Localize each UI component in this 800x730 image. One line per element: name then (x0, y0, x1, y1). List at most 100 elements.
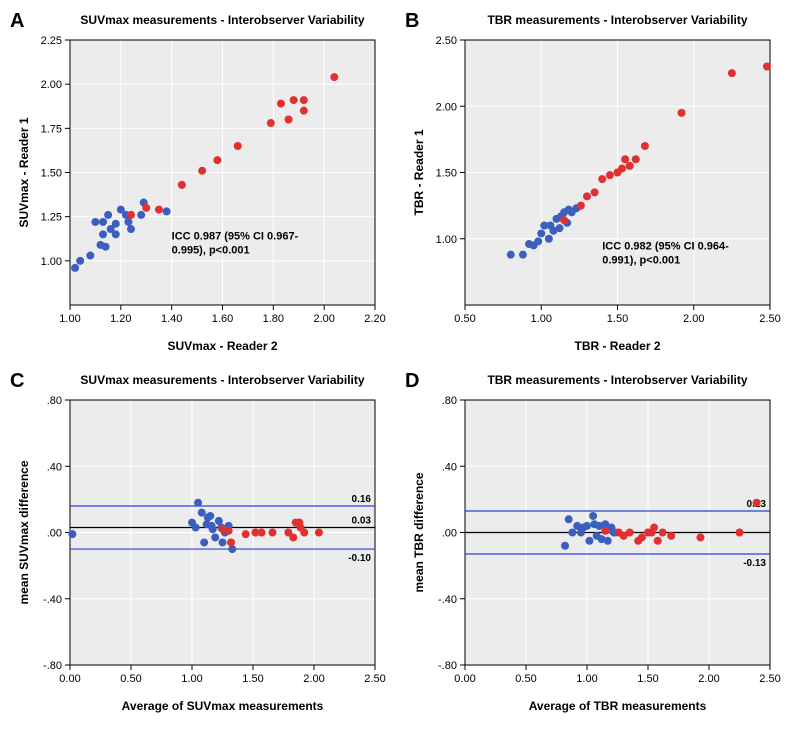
data-point (290, 96, 298, 104)
data-point (99, 230, 107, 238)
svg-text:1.80: 1.80 (263, 313, 284, 325)
svg-text:.00: .00 (442, 528, 457, 540)
data-point (289, 533, 297, 541)
chart-B: 0.501.001.502.002.501.001.502.002.50ICC … (405, 10, 790, 360)
data-point (300, 529, 308, 537)
data-point (519, 251, 527, 259)
data-point (285, 116, 293, 124)
svg-text:2.50: 2.50 (759, 673, 780, 685)
data-point (163, 207, 171, 215)
data-point (330, 73, 338, 81)
svg-text:0.16: 0.16 (352, 494, 372, 505)
svg-text:1.50: 1.50 (41, 168, 62, 180)
svg-text:.40: .40 (47, 461, 62, 473)
data-point (200, 538, 208, 546)
panel-D: D0.000.501.001.502.002.50-.80-.40.00.40.… (405, 370, 790, 720)
data-point (736, 529, 744, 537)
data-point (641, 142, 649, 150)
y-axis-label: mean SUVmax difference (17, 460, 31, 604)
data-point (601, 527, 609, 535)
data-point (626, 162, 634, 170)
data-point (267, 119, 275, 127)
y-axis-label: SUVmax - Reader 1 (17, 117, 31, 227)
svg-text:2.20: 2.20 (364, 313, 385, 325)
svg-text:.40: .40 (442, 461, 457, 473)
panel-A: A1.001.201.401.601.802.002.201.001.251.5… (10, 10, 395, 360)
data-point (194, 499, 202, 507)
svg-text:0.03: 0.03 (352, 516, 372, 527)
data-point (598, 175, 606, 183)
svg-text:2.00: 2.00 (436, 101, 457, 113)
svg-text:1.00: 1.00 (181, 673, 202, 685)
svg-text:2.50: 2.50 (436, 35, 457, 47)
data-point (258, 529, 266, 537)
data-point (102, 243, 110, 251)
data-point (104, 211, 112, 219)
data-point (561, 542, 569, 550)
data-point (589, 512, 597, 520)
panel-B: B0.501.001.502.002.501.001.502.002.50ICC… (405, 10, 790, 360)
svg-text:2.00: 2.00 (698, 673, 719, 685)
svg-text:1.00: 1.00 (436, 234, 457, 246)
data-point (604, 537, 612, 545)
data-point (315, 529, 323, 537)
svg-text:0.50: 0.50 (515, 673, 536, 685)
panel-C: C0.000.501.001.502.002.50-.80-.40.00.40.… (10, 370, 395, 720)
data-point (632, 155, 640, 163)
svg-text:2.00: 2.00 (303, 673, 324, 685)
data-point (211, 533, 219, 541)
svg-text:1.00: 1.00 (41, 256, 62, 268)
data-point (667, 532, 675, 540)
data-point (127, 225, 135, 233)
data-point (228, 545, 236, 553)
data-point (142, 204, 150, 212)
data-point (112, 230, 120, 238)
svg-text:0.50: 0.50 (120, 673, 141, 685)
chart-title: TBR measurements - Interobserver Variabi… (487, 13, 747, 27)
data-point (591, 188, 599, 196)
data-point (654, 537, 662, 545)
data-point (155, 206, 163, 214)
data-point (753, 499, 761, 507)
data-point (618, 165, 626, 173)
data-point (568, 529, 576, 537)
data-point (537, 229, 545, 237)
svg-text:.00: .00 (47, 528, 62, 540)
data-point (621, 155, 629, 163)
svg-text:-.40: -.40 (438, 594, 457, 606)
data-point (728, 69, 736, 77)
data-point (534, 237, 542, 245)
svg-text:1.00: 1.00 (59, 313, 80, 325)
data-point (585, 537, 593, 545)
svg-text:2.00: 2.00 (41, 79, 62, 91)
chart-C: 0.000.501.001.502.002.50-.80-.40.00.40.8… (10, 370, 395, 720)
data-point (545, 235, 553, 243)
svg-text:2.50: 2.50 (759, 313, 780, 325)
svg-text:1.75: 1.75 (41, 123, 62, 135)
data-point (219, 538, 227, 546)
chart-title: SUVmax measurements - Interobserver Vari… (80, 13, 364, 27)
data-point (269, 529, 277, 537)
data-point (659, 529, 667, 537)
svg-text:1.40: 1.40 (161, 313, 182, 325)
svg-text:-0.10: -0.10 (348, 553, 371, 564)
data-point (178, 181, 186, 189)
data-point (71, 264, 79, 272)
data-point (209, 525, 217, 533)
data-point (127, 211, 135, 219)
panel-letter-C: C (10, 370, 24, 393)
svg-text:0.50: 0.50 (454, 313, 475, 325)
chart-A: 1.001.201.401.601.802.002.201.001.251.50… (10, 10, 395, 360)
data-point (626, 529, 634, 537)
svg-text:2.00: 2.00 (313, 313, 334, 325)
data-point (577, 202, 585, 210)
svg-text:2.50: 2.50 (364, 673, 385, 685)
data-point (242, 530, 250, 538)
svg-text:0.00: 0.00 (454, 673, 475, 685)
data-point (112, 220, 120, 228)
data-point (277, 100, 285, 108)
data-point (696, 533, 704, 541)
x-axis-label: Average of TBR measurements (529, 699, 707, 713)
svg-text:2.25: 2.25 (41, 35, 62, 47)
y-axis-label: mean TBR difference (412, 472, 426, 592)
